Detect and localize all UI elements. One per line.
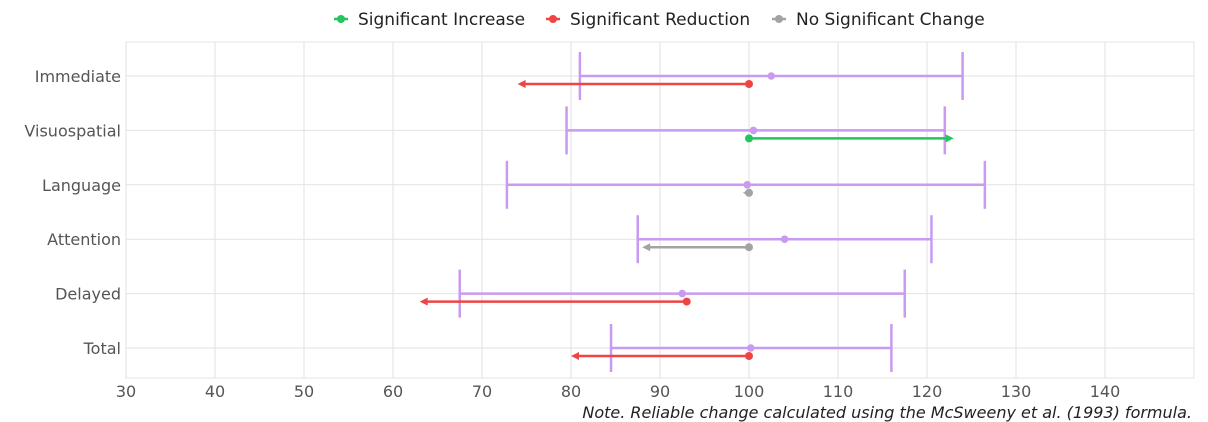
legend-label: Significant Reduction — [570, 10, 750, 30]
x-tick-label: 70 — [472, 382, 492, 401]
interval-immediate — [578, 52, 964, 100]
x-tick-label: 80 — [561, 382, 581, 401]
y-category-label: Delayed — [55, 285, 121, 304]
x-tick-label: 110 — [823, 382, 854, 401]
confidence-intervals — [458, 52, 987, 372]
interval-midpoint — [678, 289, 687, 298]
interval-midpoint — [767, 72, 776, 80]
change-arrowhead — [419, 297, 428, 306]
change-start-point — [745, 80, 753, 88]
x-tick-label: 100 — [734, 382, 765, 401]
change-start-point — [682, 297, 691, 306]
y-category-label: Total — [83, 339, 121, 358]
y-axis-labels: Immediate Visuospatial Language Attention De… — [24, 67, 121, 358]
change-arrowhead — [517, 80, 526, 88]
interval-midpoint — [743, 181, 752, 189]
change-delayed — [419, 297, 691, 306]
legend-label: No Significant Change — [796, 10, 985, 30]
interval-midpoint — [780, 235, 789, 243]
legend-swatch-dot — [337, 15, 345, 23]
grid — [125, 41, 1195, 379]
y-category-label: Attention — [47, 230, 121, 249]
x-tick-label: 140 — [1090, 382, 1121, 401]
interval-visuospatial — [565, 106, 947, 155]
x-tick-label: 120 — [912, 382, 943, 401]
y-category-label: Immediate — [35, 67, 121, 86]
change-language — [742, 188, 753, 197]
x-tick-label: 40 — [205, 382, 225, 401]
change-arrows — [419, 80, 954, 360]
interval-delayed — [458, 269, 906, 318]
interval-midpoint — [749, 126, 758, 135]
legend-swatch-dot — [775, 15, 783, 23]
footnote: Note. Reliable change calculated using t… — [582, 403, 1192, 422]
change-arrowhead — [945, 134, 954, 143]
change-start-point — [745, 134, 753, 143]
change-start-point — [745, 352, 753, 360]
change-visuospatial — [745, 134, 954, 143]
change-start-point — [745, 243, 753, 252]
x-tick-label: 90 — [650, 382, 670, 401]
legend-item: No Significant Change — [772, 10, 985, 30]
legend-label: Significant Increase — [358, 10, 525, 30]
change-arrowhead — [571, 352, 579, 360]
change-immediate — [517, 80, 753, 88]
change-attention — [642, 243, 753, 252]
x-tick-label: 60 — [383, 382, 403, 401]
x-tick-label: 30 — [116, 382, 136, 401]
legend: Significant Increase Significant Reductio… — [334, 10, 985, 30]
legend-swatch-dot — [549, 15, 557, 23]
change-arrowhead — [642, 243, 651, 252]
interval-attention — [636, 215, 933, 264]
y-category-label: Visuospatial — [24, 121, 121, 140]
change-start-point — [745, 188, 753, 197]
interval-total — [609, 324, 893, 372]
y-category-label: Language — [42, 176, 121, 195]
x-tick-label: 130 — [1001, 382, 1032, 401]
x-axis-labels: 30 40 50 60 70 80 90 100 110 120 130 140 — [116, 382, 1120, 401]
change-total — [571, 352, 753, 360]
interval-midpoint — [746, 344, 755, 352]
legend-item: Significant Reduction — [546, 10, 750, 30]
x-tick-label: 50 — [294, 382, 314, 401]
legend-item: Significant Increase — [334, 10, 525, 30]
interval-language — [505, 160, 987, 209]
